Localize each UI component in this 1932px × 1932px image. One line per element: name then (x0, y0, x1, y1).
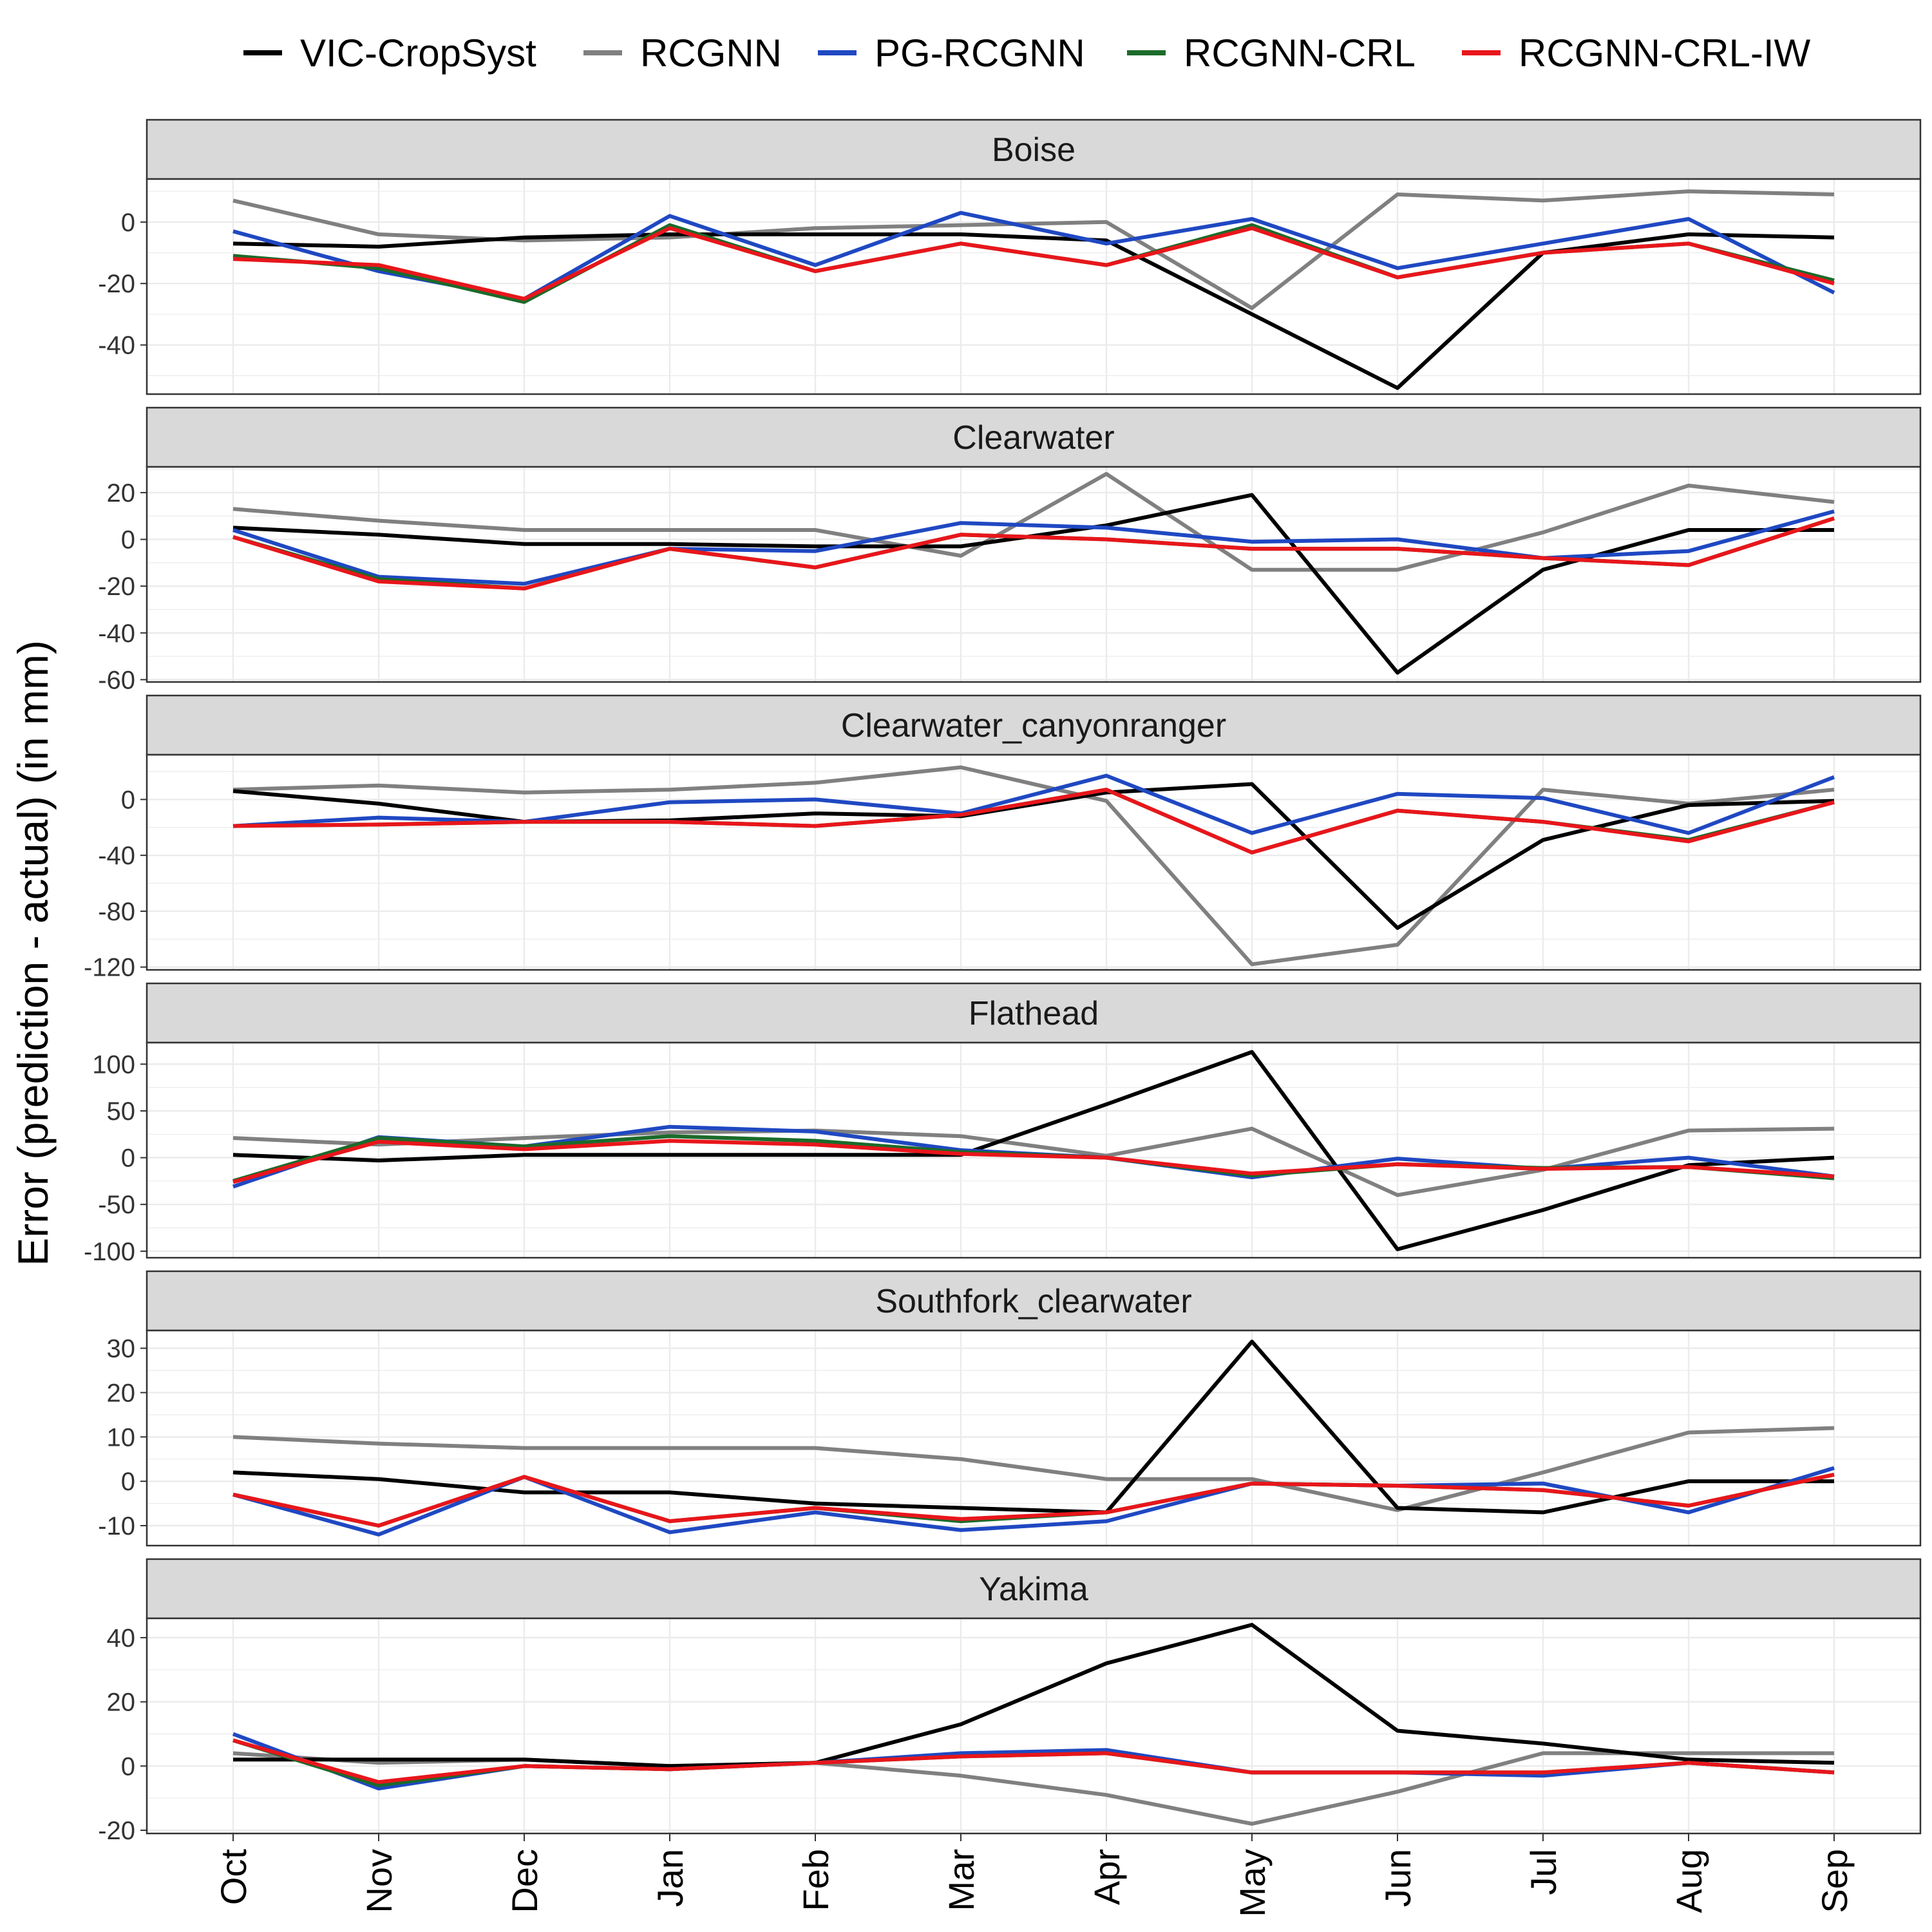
y-tick-label: 10 (107, 1423, 136, 1452)
panel-clearwater-canyonranger: Clearwater_canyonranger 0 -40 -80 -120 (84, 694, 1922, 982)
panel-strip (146, 406, 1922, 468)
x-axis: Oct Nov Dec Jan Feb Mar Apr May Jun Jul Aug Sep (213, 1833, 1855, 1917)
panel-title: Clearwater_canyonranger (841, 707, 1226, 744)
y-tick-label: 0 (121, 1144, 135, 1173)
panel-border (146, 1041, 1922, 1259)
y-tick-label: 20 (107, 1379, 136, 1407)
x-tick-label-nov: Nov (359, 1849, 399, 1913)
panel-plot-area (147, 1043, 1920, 1258)
series-line-rcgnn-crl-iw (232, 788, 1835, 855)
series-line-rcgnn (232, 1126, 1835, 1197)
panel-border (146, 178, 1922, 395)
series-line-rcgnn-crl-iw (232, 1472, 1835, 1528)
x-tick-label-feb: Feb (795, 1849, 836, 1911)
panel-yakima: Yakima 40 20 0 -20 (98, 1558, 1922, 1845)
x-tick-label-mar: Mar (941, 1849, 981, 1911)
y-tick-label: 0 (121, 526, 135, 554)
y-tick-label: -100 (84, 1238, 135, 1266)
legend-item-rcgnn: RCGNN (583, 32, 782, 75)
y-tick-label: -40 (98, 620, 135, 648)
legend-label-rcgnn: RCGNN (640, 32, 782, 75)
y-tick-label: -40 (98, 842, 135, 870)
y-tick-label: 50 (107, 1097, 136, 1126)
legend-item-rcgnn-crl: RCGNN-CRL (1127, 32, 1416, 75)
panel-border (146, 1329, 1922, 1547)
y-tick-label: 30 (107, 1335, 136, 1363)
panel-clearwater: Clearwater 20 0 -20 -40 -60 (98, 406, 1922, 694)
series-line-vic-cropsyst (233, 1623, 1835, 1768)
panel-plot-area (147, 467, 1920, 682)
y-tick-label: 100 (92, 1050, 135, 1079)
legend-label-rcgnn-crl: RCGNN-CRL (1184, 32, 1416, 75)
series-line-rcgnn-crl-iw (232, 1738, 1835, 1785)
y-tick-label: 20 (107, 479, 136, 507)
panel-plot-area (147, 755, 1920, 970)
y-tick-label: 0 (121, 1752, 135, 1781)
x-tick-label-may: May (1232, 1849, 1273, 1917)
series-line-rcgnn (232, 1426, 1835, 1512)
panel-border (146, 753, 1922, 971)
panel-grid (147, 755, 1920, 970)
legend-label-pg-rcgnn: PG-RCGNN (875, 32, 1085, 75)
panel-grid (147, 1043, 1920, 1258)
y-tick-label: -20 (98, 270, 135, 298)
panel-boise: Boise 0 -20 -40 (98, 118, 1922, 395)
y-tick-label: -80 (98, 898, 135, 926)
y-tick-label: 0 (121, 209, 135, 237)
y-tick-label: -20 (98, 573, 135, 601)
x-tick-label-apr: Apr (1086, 1849, 1127, 1905)
panel-flathead: Flathead 100 50 0 -50 -100 (84, 982, 1922, 1266)
series-line-rcgnn-crl-iw (232, 226, 1835, 301)
y-tick-label: -10 (98, 1512, 135, 1540)
x-tick-label-jan: Jan (650, 1849, 690, 1907)
legend-item-vic-cropsyst: VIC-CropSyst (243, 32, 536, 75)
x-tick-label-dec: Dec (504, 1849, 545, 1913)
y-tick-label: -50 (98, 1191, 135, 1219)
legend-label-vic-cropsyst: VIC-CropSyst (300, 32, 536, 75)
panel-southfork-clearwater: Southfork_clearwater 30 20 10 0 -10 (98, 1270, 1922, 1547)
series-line-pg-rcgnn (232, 509, 1835, 586)
legend-item-pg-rcgnn: PG-RCGNN (818, 32, 1085, 75)
y-tick-label: 40 (107, 1624, 136, 1653)
panel-strip (146, 118, 1922, 180)
series-line-rcgnn-crl-iw (232, 516, 1835, 591)
series-line-rcgnn-crl-iw (232, 1139, 1835, 1184)
panel-strip (146, 1270, 1922, 1332)
panel-title: Southfork_clearwater (875, 1283, 1191, 1320)
panel-plot-area (147, 179, 1920, 394)
series-line-rcgnn (232, 471, 1835, 572)
x-tick-label-jun: Jun (1378, 1849, 1418, 1907)
panel-border (146, 466, 1922, 683)
panel-title: Flathead (969, 995, 1099, 1032)
x-tick-label-aug: Aug (1669, 1849, 1709, 1913)
y-tick-label: -20 (98, 1817, 135, 1845)
legend: VIC-CropSyst RCGNN PG-RCGNN RCGNN-CRL RCGNN-… (243, 32, 1811, 75)
y-tick-label: -120 (84, 954, 135, 982)
legend-label-rcgnn-crl-iw: RCGNN-CRL-IW (1519, 32, 1811, 75)
panel-strip (146, 694, 1922, 756)
series-line-vic-cropsyst (232, 1340, 1834, 1515)
y-tick-label: -40 (98, 332, 135, 360)
series-line-vic-cropsyst (232, 782, 1835, 930)
panel-grid (147, 1618, 1920, 1833)
panel-title: Boise (992, 131, 1075, 169)
panel-plot-area (147, 1618, 1920, 1833)
panel-title: Clearwater (952, 419, 1114, 457)
facet-panels: Boise0-20-40Clearwater200-20-40-60Clearw… (84, 118, 1922, 1845)
panel-strip (146, 1558, 1922, 1620)
x-tick-label-sep: Sep (1814, 1849, 1855, 1913)
series-line-vic-cropsyst (232, 1050, 1835, 1251)
panel-title: Yakima (979, 1571, 1088, 1608)
y-tick-label: 20 (107, 1689, 136, 1717)
series-line-rcgnn (232, 765, 1835, 967)
x-tick-label-oct: Oct (213, 1849, 254, 1906)
x-tick-label-jul: Jul (1523, 1849, 1564, 1895)
panel-border (146, 1617, 1922, 1835)
y-axis-title: Error (prediction - actual) (in mm) (9, 640, 57, 1266)
legend-item-rcgnn-crl-iw: RCGNN-CRL-IW (1462, 32, 1811, 75)
y-tick-label: -60 (98, 666, 135, 694)
y-tick-label: 0 (121, 786, 135, 814)
y-tick-label: 0 (121, 1468, 135, 1496)
